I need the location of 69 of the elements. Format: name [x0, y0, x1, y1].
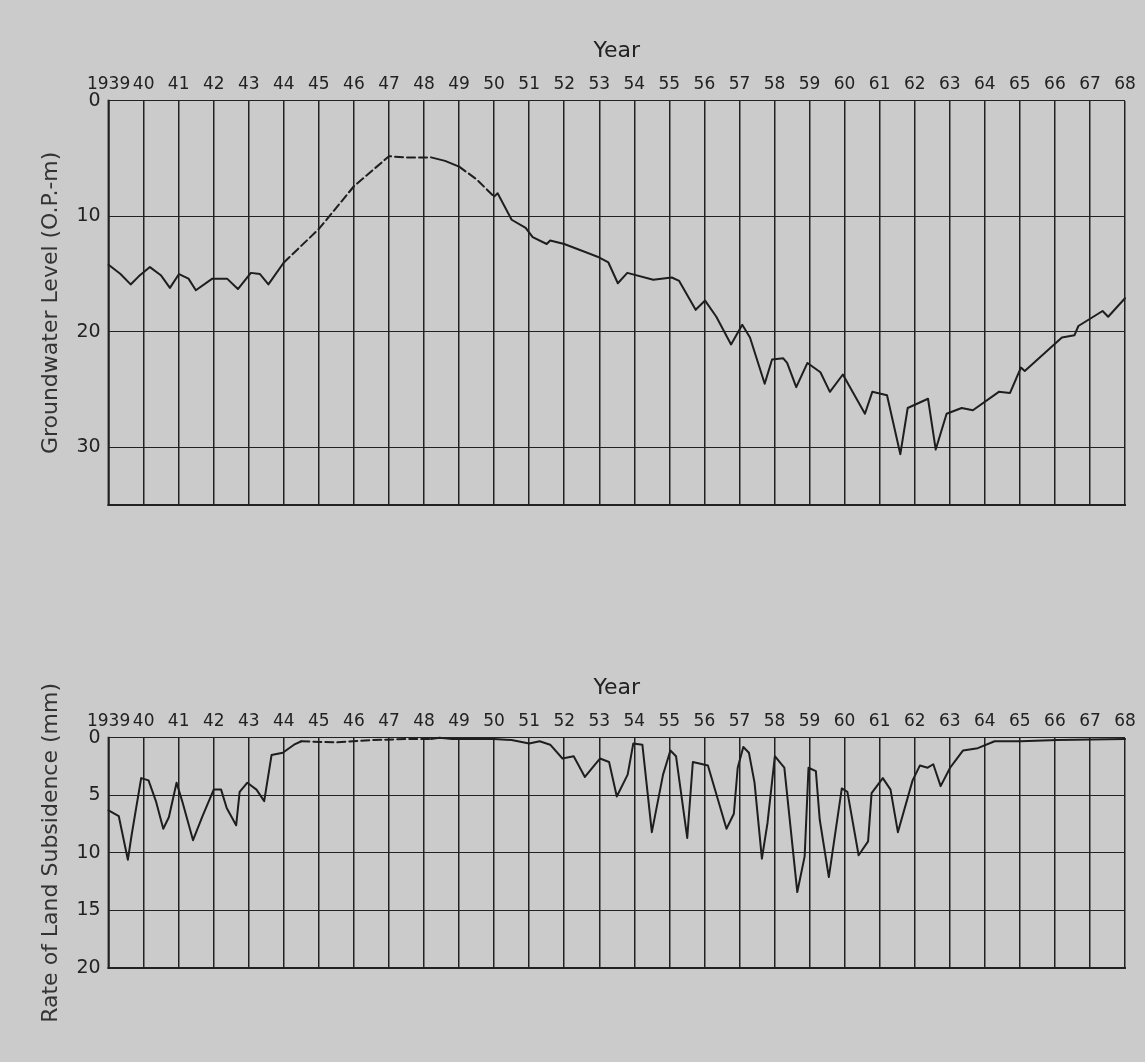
x-tick-label: 48: [413, 710, 435, 731]
x-tick-label: 55: [658, 73, 681, 94]
x-tick-label: 63: [938, 710, 961, 731]
x-tick-label: 53: [588, 710, 611, 731]
x-tick-label: 41: [167, 73, 190, 94]
x-tick-label: 46: [343, 710, 365, 731]
x-axis-title: Year: [592, 673, 642, 699]
y-tick-label: 15: [76, 897, 101, 920]
x-tick-label: 49: [448, 710, 470, 731]
y-axis-title: Groundwater Level (O.P.-m): [36, 151, 62, 455]
x-tick-label: 51: [518, 73, 540, 94]
x-tick-label: 59: [798, 710, 821, 731]
x-tick-label: 57: [728, 73, 751, 94]
x-tick-label: 44: [273, 710, 295, 731]
x-tick-label: 43: [237, 710, 260, 731]
x-tick-label: 51: [518, 710, 540, 731]
x-tick-label: 64: [973, 73, 996, 94]
x-tick-label: 61: [868, 710, 891, 731]
x-tick-label: 65: [1009, 73, 1031, 94]
x-tick-label: 61: [868, 73, 891, 94]
x-tick-label: 41: [167, 710, 190, 731]
x-tick-label: 54: [623, 710, 646, 731]
x-tick-label: 47: [378, 73, 400, 94]
x-tick-label: 52: [553, 73, 576, 94]
x-tick-label: 58: [763, 73, 786, 94]
x-tick-label: 68: [1114, 710, 1136, 731]
y-tick-label: 20: [76, 318, 101, 341]
x-tick-label: 67: [1079, 73, 1101, 94]
y-tick-label: 30: [76, 434, 101, 457]
x-tick-label: 43: [237, 73, 260, 94]
x-tick-label: 53: [588, 73, 611, 94]
x-tick-label: 40: [132, 73, 155, 94]
y-axis-title: Rate of Land Subsidence (mm): [36, 682, 62, 1023]
x-tick-label: 56: [693, 710, 716, 731]
x-tick-label: 50: [483, 710, 505, 731]
x-tick-label: 65: [1009, 710, 1031, 731]
y-tick-label: 10: [76, 203, 101, 226]
x-tick-label: 68: [1114, 73, 1136, 94]
x-tick-label: 62: [903, 710, 926, 731]
x-tick-label: 45: [308, 710, 330, 731]
y-tick-label: 20: [76, 954, 101, 977]
y-tick-label: 5: [88, 782, 101, 805]
x-tick-label: 55: [658, 710, 681, 731]
x-tick-label: 62: [903, 73, 926, 94]
x-tick-label: 42: [202, 73, 225, 94]
x-tick-label: 52: [553, 710, 576, 731]
x-tick-label: 63: [938, 73, 961, 94]
x-tick-label: 56: [693, 73, 716, 94]
x-tick-label: 66: [1044, 710, 1066, 731]
x-tick-label: 58: [763, 710, 786, 731]
x-tick-label: 46: [343, 73, 365, 94]
x-tick-label: 66: [1044, 73, 1066, 94]
x-tick-label: 47: [378, 710, 400, 731]
x-axis-title: Year: [592, 36, 642, 62]
x-tick-label: 67: [1079, 710, 1101, 731]
x-tick-label: 54: [623, 73, 646, 94]
x-tick-label: 57: [728, 710, 751, 731]
x-tick-label: 59: [798, 73, 821, 94]
y-tick-label: 10: [76, 839, 101, 862]
x-tick-label: 42: [202, 710, 225, 731]
x-tick-label: 49: [448, 73, 470, 94]
x-tick-label: 64: [973, 710, 996, 731]
x-tick-label: 44: [273, 73, 295, 94]
x-tick-label: 50: [483, 73, 505, 94]
x-tick-label: 48: [413, 73, 435, 94]
x-tick-label: 40: [132, 710, 155, 731]
x-tick-label: 45: [308, 73, 330, 94]
x-tick-label: 60: [833, 73, 856, 94]
x-tick-label: 60: [833, 710, 856, 731]
